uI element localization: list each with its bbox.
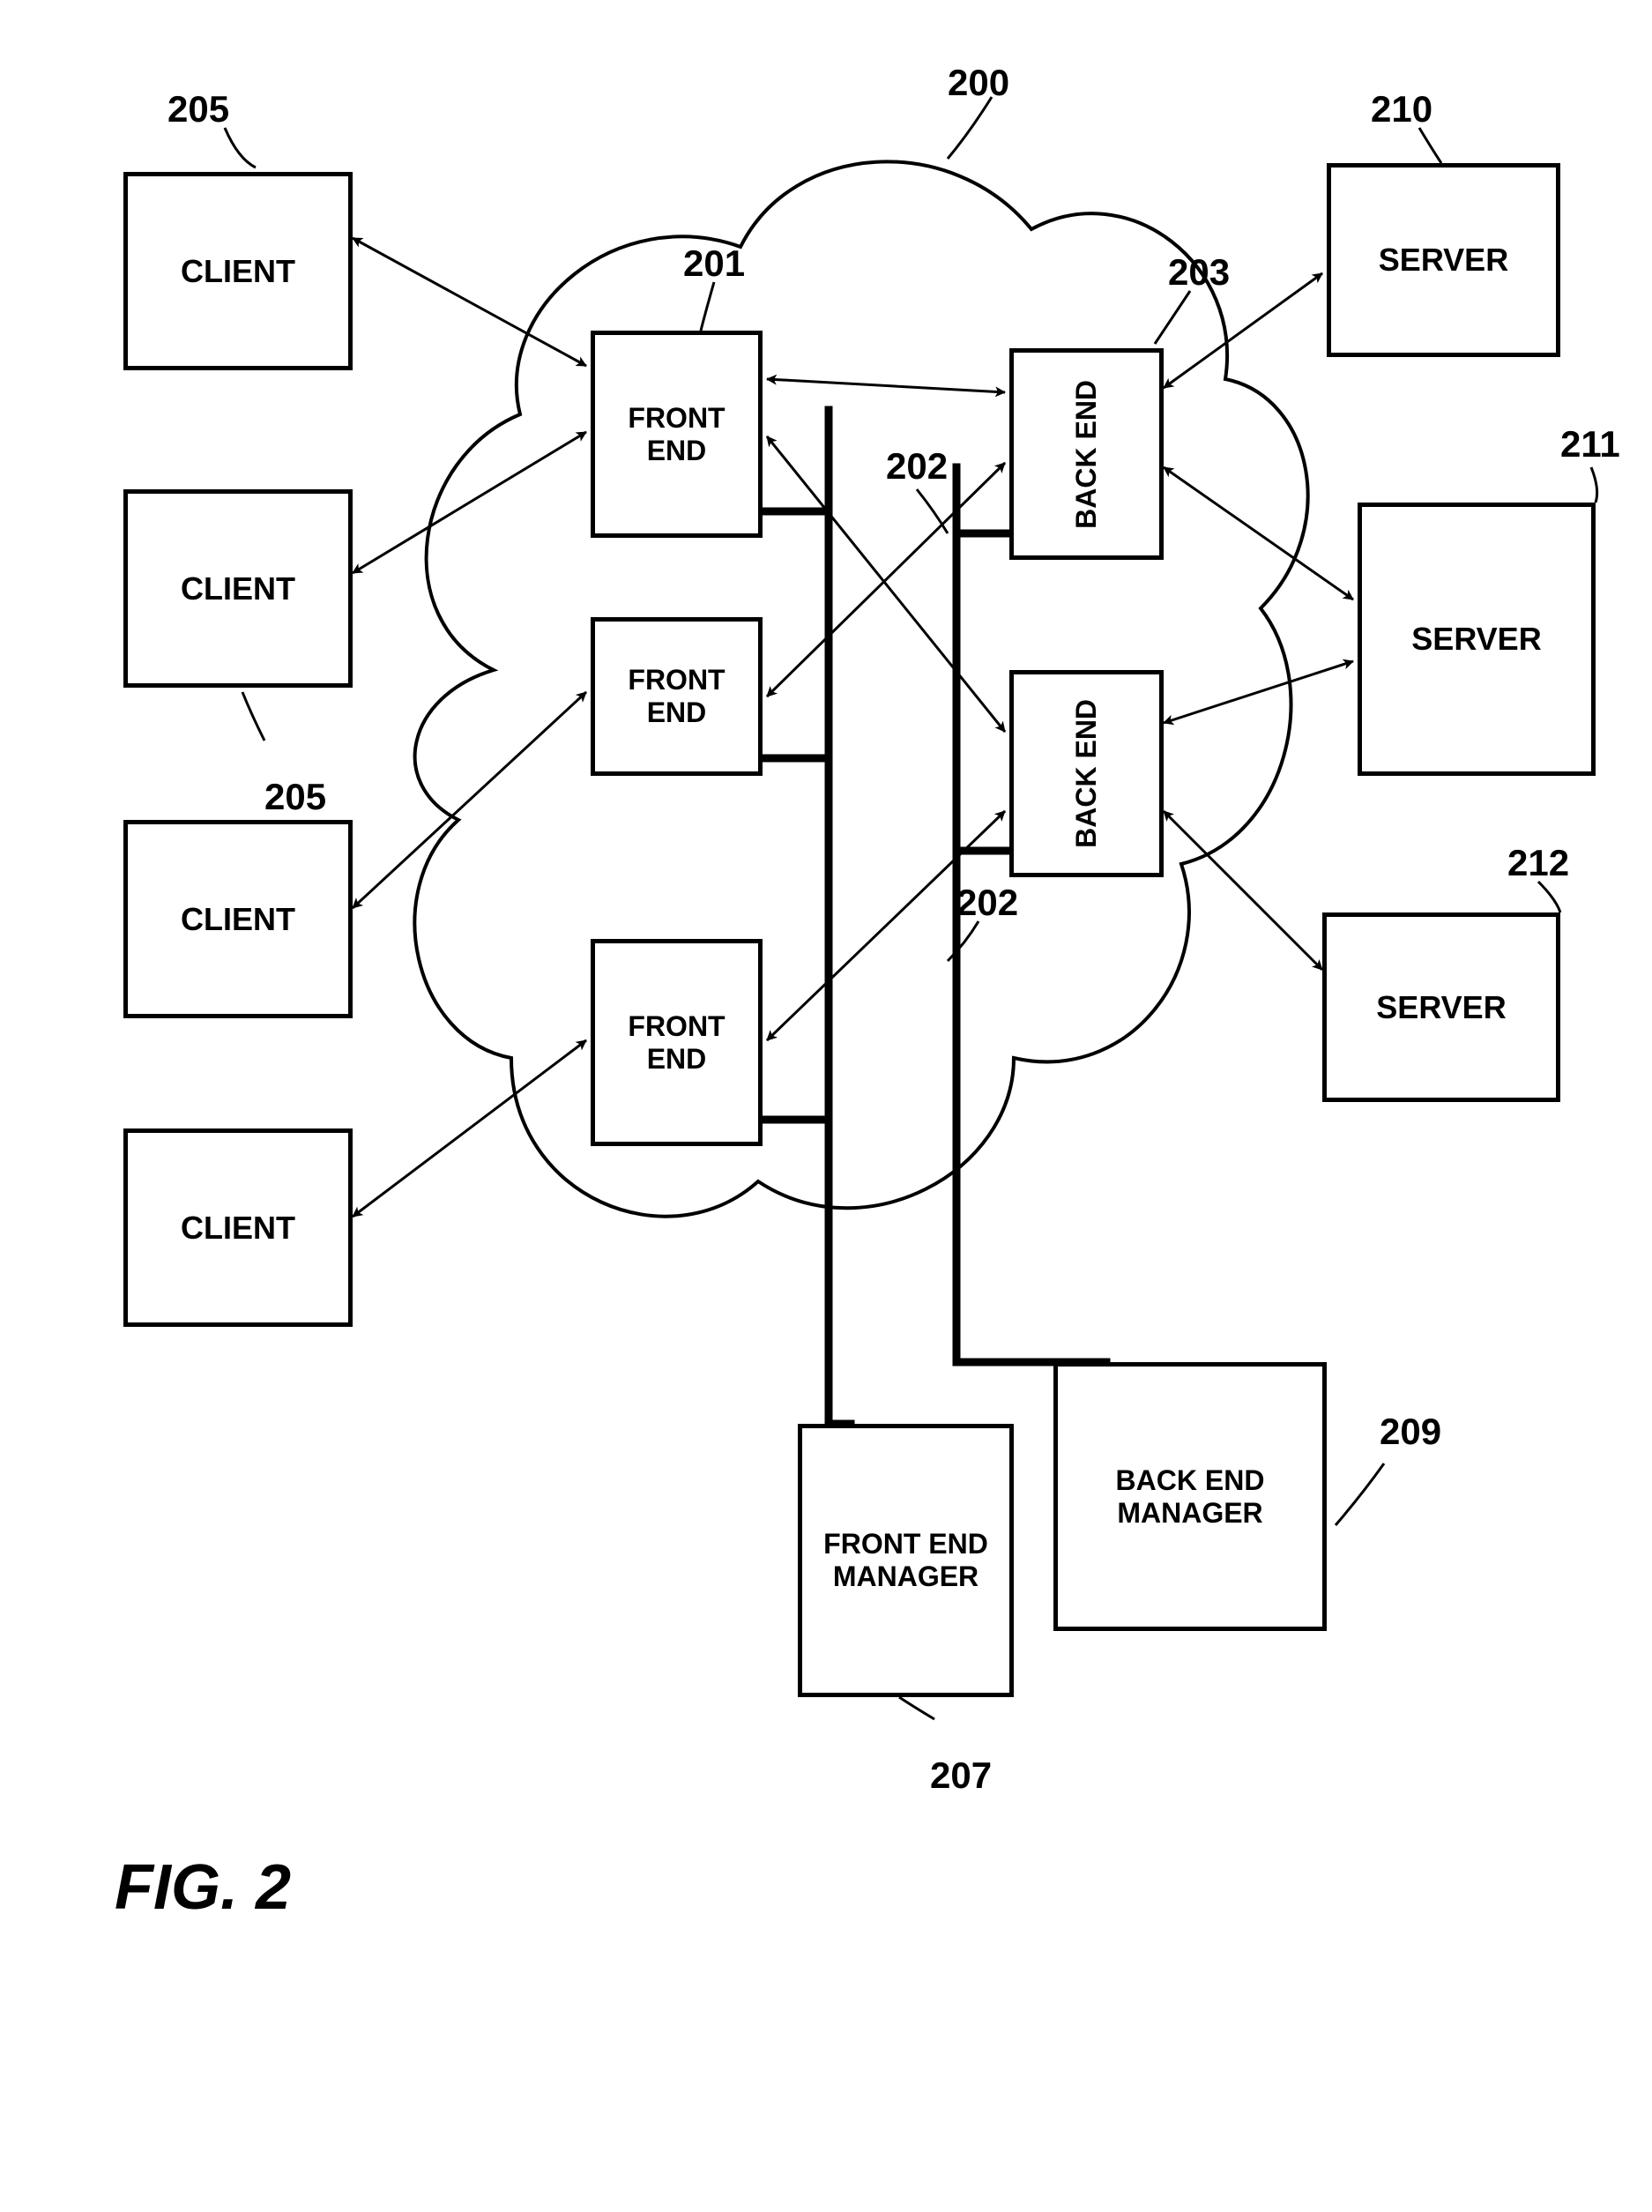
node-label: CLIENT	[181, 1210, 295, 1246]
node-client3: CLIENT	[123, 820, 353, 1018]
cloud-200	[414, 161, 1307, 1216]
ref-connector	[1591, 467, 1597, 503]
node-label: SERVER	[1376, 989, 1506, 1025]
connector-arrow	[353, 1040, 586, 1217]
node-server2: SERVER	[1358, 503, 1596, 776]
ref-connector	[225, 128, 256, 168]
node-fe1: FRONT END	[591, 331, 763, 538]
node-label: FRONT END	[628, 402, 725, 467]
ref-212: 212	[1507, 842, 1569, 884]
node-fe2: FRONT END	[591, 617, 763, 776]
node-label: SERVER	[1379, 242, 1508, 278]
ref-210: 210	[1371, 88, 1432, 130]
ref-202: 202	[956, 882, 1018, 924]
ref-connector	[899, 1697, 934, 1719]
node-client2: CLIENT	[123, 489, 353, 688]
node-fe_mgr: FRONT END MANAGER	[798, 1424, 1014, 1697]
node-client1: CLIENT	[123, 172, 353, 370]
ref-207: 207	[930, 1754, 992, 1797]
node-label: BACK END	[1070, 380, 1103, 529]
connector-arrow	[767, 379, 1005, 392]
node-label: BACK END MANAGER	[1116, 1464, 1265, 1530]
ref-connector	[1538, 882, 1560, 912]
ref-205: 205	[264, 776, 326, 818]
ref-connector	[1336, 1463, 1384, 1525]
node-label: BACK END	[1070, 699, 1103, 848]
connector-arrow	[1164, 661, 1353, 723]
ref-202: 202	[886, 445, 948, 488]
node-be2: BACK END	[1009, 670, 1164, 877]
node-be_mgr: BACK END MANAGER	[1053, 1362, 1327, 1631]
ref-connector	[1155, 291, 1190, 344]
node-be1: BACK END	[1009, 348, 1164, 560]
ref-connector	[1419, 128, 1441, 163]
node-label: FRONT END MANAGER	[823, 1528, 988, 1593]
connector-arrow	[353, 692, 586, 908]
ref-connector	[948, 97, 992, 159]
ref-connector	[917, 489, 948, 533]
connector-arrow	[767, 463, 1005, 696]
connector-arrow	[767, 811, 1005, 1040]
connector-arrow	[1164, 467, 1353, 600]
node-server3: SERVER	[1322, 912, 1560, 1102]
connector-arrow	[353, 238, 586, 366]
figure-stage: CLIENT CLIENT CLIENT CLIENT FRONT END FRONT E…	[0, 0, 1652, 2212]
node-label: FRONT END	[628, 1010, 725, 1076]
ref-209: 209	[1380, 1411, 1441, 1453]
ref-connector	[948, 921, 979, 961]
ref-connector	[701, 282, 714, 331]
node-label: CLIENT	[181, 901, 295, 937]
connector-arrow	[353, 432, 586, 573]
node-client4: CLIENT	[123, 1128, 353, 1327]
ref-201: 201	[683, 242, 745, 285]
node-label: CLIENT	[181, 253, 295, 289]
ref-200: 200	[948, 62, 1009, 104]
ref-211: 211	[1560, 423, 1620, 465]
ref-205: 205	[167, 88, 229, 130]
node-fe3: FRONT END	[591, 939, 763, 1146]
node-label: CLIENT	[181, 570, 295, 607]
node-label: FRONT END	[628, 664, 725, 729]
figure-title: FIG. 2	[115, 1851, 291, 1924]
node-label: SERVER	[1411, 621, 1541, 657]
ref-203: 203	[1168, 251, 1230, 294]
node-server1: SERVER	[1327, 163, 1560, 357]
ref-connector	[242, 692, 264, 741]
